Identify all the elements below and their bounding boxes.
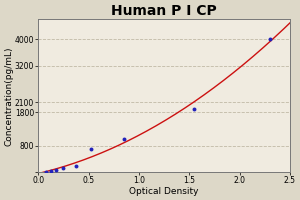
Y-axis label: Concentration(pg/mL): Concentration(pg/mL) — [4, 46, 13, 146]
Point — [54, 168, 59, 171]
Point — [267, 38, 272, 41]
Point — [122, 137, 126, 141]
X-axis label: Optical Density: Optical Density — [129, 187, 199, 196]
Point — [44, 171, 49, 174]
Point — [49, 170, 54, 173]
Point — [88, 147, 93, 151]
Point — [192, 108, 197, 111]
Point — [61, 166, 66, 170]
Title: Human P I CP: Human P I CP — [111, 4, 217, 18]
Point — [74, 164, 79, 167]
